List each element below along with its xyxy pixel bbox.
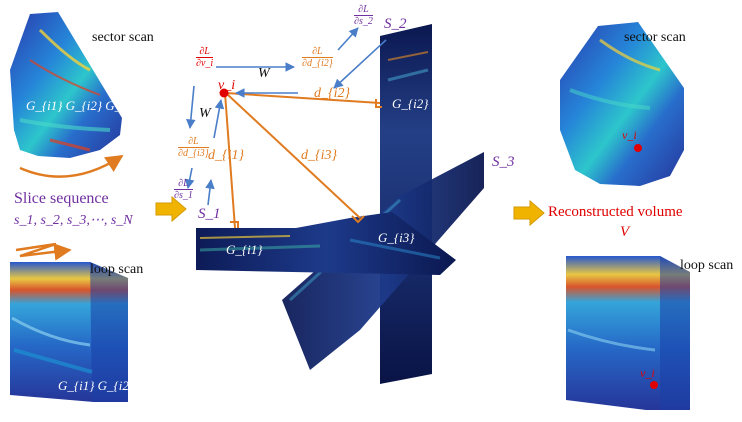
left-sector-g-labels: G_{i1} G_{i2} G_{i3} — [26, 98, 142, 113]
s3-label: S_3 — [492, 154, 515, 170]
grad-di2-fraction: ∂L ∂d_{i2} — [302, 46, 333, 69]
input-arrow — [155, 195, 187, 223]
right-sector-scan-label: sector scan — [624, 30, 686, 45]
slice-planes — [196, 24, 484, 384]
right-loop-vi-label: v_i — [640, 366, 655, 380]
weight-label-top: W — [258, 66, 270, 81]
loop-translation-arrow — [15, 242, 72, 261]
grad-s2-fraction: ∂L ∂s_2 — [354, 4, 373, 27]
left-sector-scan-label: sector scan — [92, 30, 154, 45]
right-sector-vi-label: v_i — [622, 128, 637, 142]
vi-label: v_i — [218, 78, 236, 93]
output-arrow — [513, 199, 545, 227]
reconstructed-volume-symbol: V — [620, 224, 630, 240]
grad-di3-fraction: ∂L ∂d_{i3} — [178, 136, 209, 159]
right-loop-scan-label: loop scan — [680, 258, 734, 273]
s1-label: S_1 — [198, 206, 221, 222]
left-loop-scan-label: loop scan — [90, 262, 144, 277]
g-i1-label: G_{i1} — [226, 242, 263, 257]
left-sector-scan-image — [10, 12, 122, 158]
right-sector-scan-image — [560, 22, 684, 186]
left-loop-scan-image — [10, 262, 128, 402]
grad-vi-fraction: ∂L ∂v_i — [196, 46, 214, 69]
s2-label: S_2 — [384, 16, 407, 32]
slice-sequence-items: s_1, s_2, s_3,⋯, s_N — [14, 213, 133, 228]
reconstructed-volume-title: Reconstructed volume — [548, 204, 683, 220]
right-sector-voxel — [634, 144, 642, 152]
d-i1-label: d_{i1} — [208, 148, 245, 163]
slice-sequence-title: Slice sequence — [14, 190, 109, 207]
weight-label-left: W — [199, 106, 211, 121]
distance-lines — [224, 92, 382, 229]
voxel-point — [219, 88, 229, 98]
right-loop-scan-image — [566, 256, 690, 410]
left-loop-g-labels: G_{i1} G_{i2} G_{i3} — [58, 378, 174, 393]
right-loop-voxel — [650, 381, 658, 389]
d-i2-label: d_{i2} — [314, 86, 351, 101]
d-i3-label: d_{i3} — [301, 148, 338, 163]
sector-rotation-arrow — [19, 154, 124, 178]
grad-s1-fraction: ∂L ∂s_1 — [174, 178, 193, 201]
g-i3-label: G_{i3} — [378, 230, 415, 245]
gradient-flow-arrows — [184, 27, 387, 206]
g-i2-label: G_{i2} — [392, 96, 429, 111]
